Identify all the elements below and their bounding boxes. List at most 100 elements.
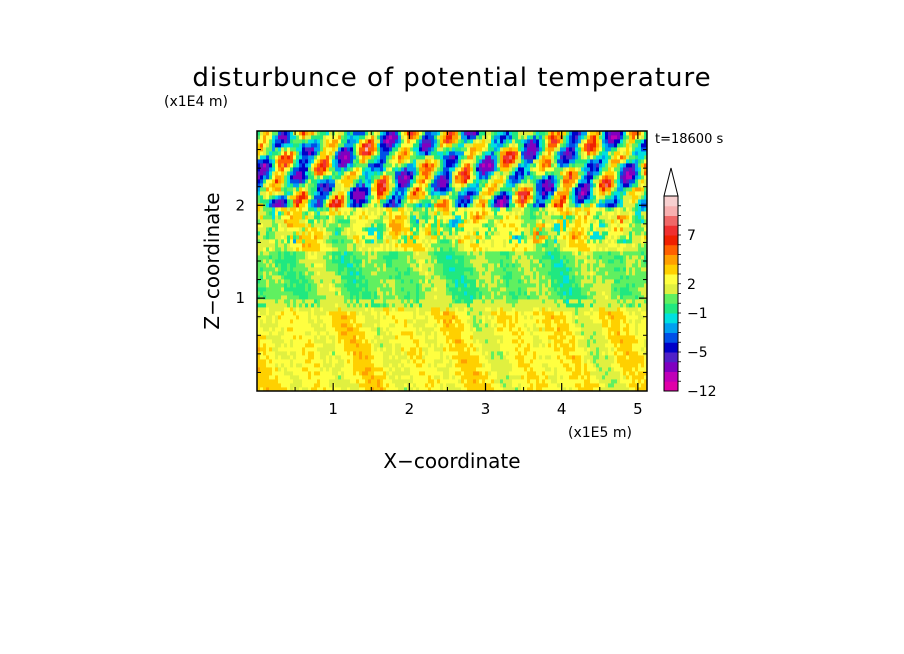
heatmap-cell <box>356 323 360 328</box>
heatmap-cell <box>272 379 276 384</box>
heatmap-cell <box>617 323 621 328</box>
heatmap-cell <box>614 275 618 280</box>
heatmap-cell <box>644 339 647 344</box>
heatmap-cell <box>461 319 465 324</box>
heatmap-cell <box>581 379 585 384</box>
heatmap-cell <box>557 371 561 376</box>
heatmap-cell <box>281 311 285 316</box>
heatmap-cell <box>449 247 453 252</box>
heatmap-cell <box>476 271 480 276</box>
heatmap-cell <box>413 359 417 364</box>
heatmap-cell <box>593 267 597 272</box>
heatmap-cell <box>416 239 420 244</box>
heatmap-cell <box>518 371 522 376</box>
heatmap-cell <box>404 335 408 340</box>
heatmap-cell <box>521 303 525 308</box>
heatmap-cell <box>539 359 543 364</box>
heatmap-cell <box>428 347 432 352</box>
heatmap-cell <box>326 263 330 268</box>
heatmap-cell <box>629 323 633 328</box>
heatmap-cell <box>287 267 291 272</box>
heatmap-cell <box>596 363 600 368</box>
heatmap-cell <box>602 343 606 348</box>
heatmap-cell <box>482 383 486 388</box>
heatmap-cell <box>431 307 435 312</box>
heatmap-cell <box>551 355 555 360</box>
heatmap-cell <box>590 271 594 276</box>
heatmap-cell <box>272 255 276 260</box>
heatmap-cell <box>563 267 567 272</box>
heatmap-cell <box>473 387 477 391</box>
heatmap-cell <box>305 367 309 372</box>
heatmap-cell <box>503 271 507 276</box>
heatmap-cell <box>449 379 453 384</box>
heatmap-cell <box>500 343 504 348</box>
heatmap-cell <box>440 319 444 324</box>
heatmap-cell <box>272 251 276 256</box>
heatmap-cell <box>611 303 615 308</box>
heatmap-cell <box>578 247 582 252</box>
heatmap-cell <box>365 315 369 320</box>
heatmap-cell <box>338 243 342 248</box>
heatmap-cell <box>641 275 645 280</box>
heatmap-cell <box>485 247 489 252</box>
heatmap-cell <box>578 287 582 292</box>
heatmap-cell <box>554 343 558 348</box>
heatmap-cell <box>635 371 639 376</box>
heatmap-cell <box>560 263 564 268</box>
heatmap-cell <box>356 247 360 252</box>
heatmap-cell <box>314 379 318 384</box>
heatmap-cell <box>341 355 345 360</box>
heatmap-cell <box>389 359 393 364</box>
heatmap-cell <box>533 295 537 300</box>
heatmap-cell <box>464 243 468 248</box>
heatmap-cell <box>401 255 405 260</box>
heatmap-cell <box>428 275 432 280</box>
heatmap-cell <box>329 323 333 328</box>
heatmap-cell <box>617 343 621 348</box>
heatmap-cell <box>575 279 579 284</box>
heatmap-cell <box>344 319 348 324</box>
heatmap-cell <box>356 239 360 244</box>
heatmap-cell <box>401 271 405 276</box>
heatmap-cell <box>605 379 609 384</box>
heatmap-cell <box>461 259 465 264</box>
heatmap-cell <box>290 235 294 240</box>
heatmap-cell <box>404 255 408 260</box>
heatmap-cell <box>509 383 513 388</box>
heatmap-cell <box>602 315 606 320</box>
heatmap-cell <box>452 251 456 256</box>
heatmap-cell <box>518 363 522 368</box>
heatmap-cell <box>629 279 633 284</box>
heatmap-cell <box>632 247 636 252</box>
heatmap-cell <box>509 331 513 336</box>
heatmap-cell <box>260 383 264 388</box>
heatmap-cell <box>461 363 465 368</box>
heatmap-cell <box>524 371 528 376</box>
heatmap-cell <box>365 275 369 280</box>
heatmap-cell <box>560 363 564 368</box>
heatmap-cell <box>317 359 321 364</box>
heatmap-cell <box>503 243 507 248</box>
heatmap-cell <box>353 347 357 352</box>
heatmap-cell <box>383 271 387 276</box>
heatmap-cell <box>275 259 279 264</box>
heatmap-cell <box>431 283 435 288</box>
heatmap-cell <box>293 295 297 300</box>
heatmap-cell <box>548 319 552 324</box>
heatmap-cell <box>554 315 558 320</box>
heatmap-cell <box>596 291 600 296</box>
heatmap-cell <box>383 347 387 352</box>
heatmap-cell <box>545 263 549 268</box>
heatmap-cell <box>269 327 273 332</box>
heatmap-cell <box>569 347 573 352</box>
heatmap-cell <box>326 307 330 312</box>
heatmap-cell <box>644 271 647 276</box>
heatmap-cell <box>362 239 366 244</box>
heatmap-cell <box>500 363 504 368</box>
heatmap-cell <box>617 311 621 316</box>
heatmap-cell <box>500 367 504 372</box>
heatmap-cell <box>458 351 462 356</box>
heatmap-cell <box>626 335 630 340</box>
heatmap-cell <box>599 327 603 332</box>
